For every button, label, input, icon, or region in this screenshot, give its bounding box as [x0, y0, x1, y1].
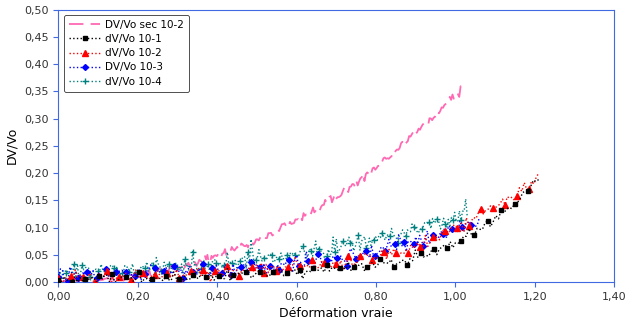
DV/Vo sec 10-2	[398, 141, 405, 145]
dV/Vo 10-1	[114, 279, 121, 283]
dV/Vo 10-4	[228, 261, 236, 265]
Line: dV/Vo 10-2: dV/Vo 10-2	[56, 170, 542, 285]
DV/Vo 10-3	[475, 216, 483, 220]
DV/Vo 10-3	[126, 280, 133, 284]
dV/Vo 10-1	[65, 279, 73, 283]
dV/Vo 10-1	[58, 280, 65, 284]
DV/Vo 10-3	[172, 270, 179, 274]
dV/Vo 10-2	[535, 171, 542, 175]
dV/Vo 10-2	[496, 202, 504, 206]
dV/Vo 10-4	[446, 224, 454, 228]
DV/Vo sec 10-2	[297, 215, 305, 219]
DV/Vo 10-3	[281, 263, 289, 267]
DV/Vo sec 10-2	[56, 279, 64, 283]
Legend: DV/Vo sec 10-2, dV/Vo 10-1, dV/Vo 10-2, DV/Vo 10-3, dV/Vo 10-4: DV/Vo sec 10-2, dV/Vo 10-1, dV/Vo 10-2, …	[64, 15, 190, 92]
Line: DV/Vo 10-3: DV/Vo 10-3	[56, 216, 481, 284]
Line: dV/Vo 10-4: dV/Vo 10-4	[56, 196, 470, 283]
DV/Vo sec 10-2	[457, 84, 465, 88]
dV/Vo 10-1	[157, 276, 164, 280]
dV/Vo 10-2	[54, 276, 62, 280]
DV/Vo sec 10-2	[423, 123, 430, 127]
dV/Vo 10-4	[463, 215, 471, 219]
dV/Vo 10-2	[513, 194, 521, 198]
DV/Vo sec 10-2	[54, 275, 62, 279]
dV/Vo 10-1	[240, 270, 247, 274]
DV/Vo sec 10-2	[59, 280, 66, 284]
Line: DV/Vo sec 10-2: DV/Vo sec 10-2	[58, 86, 463, 282]
dV/Vo 10-2	[91, 280, 99, 284]
dV/Vo 10-1	[54, 278, 62, 282]
DV/Vo 10-3	[412, 235, 420, 239]
DV/Vo sec 10-2	[459, 87, 467, 91]
DV/Vo sec 10-2	[304, 212, 312, 216]
DV/Vo 10-3	[179, 276, 187, 280]
dV/Vo 10-2	[74, 275, 82, 279]
dV/Vo 10-4	[462, 197, 470, 201]
dV/Vo 10-4	[54, 276, 62, 280]
DV/Vo 10-3	[54, 275, 62, 279]
Line: dV/Vo 10-1: dV/Vo 10-1	[56, 177, 541, 285]
dV/Vo 10-2	[147, 277, 154, 281]
dV/Vo 10-4	[105, 266, 112, 270]
dV/Vo 10-1	[535, 177, 542, 181]
dV/Vo 10-4	[75, 278, 83, 282]
dV/Vo 10-4	[386, 234, 394, 238]
DV/Vo 10-3	[433, 235, 441, 239]
dV/Vo 10-1	[521, 189, 529, 193]
dV/Vo 10-4	[227, 260, 234, 264]
X-axis label: Déformation vraie: Déformation vraie	[279, 307, 393, 320]
dV/Vo 10-2	[83, 275, 91, 279]
DV/Vo sec 10-2	[296, 219, 303, 223]
DV/Vo 10-3	[425, 242, 433, 245]
dV/Vo 10-2	[185, 274, 193, 277]
dV/Vo 10-4	[114, 275, 122, 279]
dV/Vo 10-1	[484, 219, 492, 223]
Y-axis label: DV/Vo: DV/Vo	[6, 127, 18, 165]
